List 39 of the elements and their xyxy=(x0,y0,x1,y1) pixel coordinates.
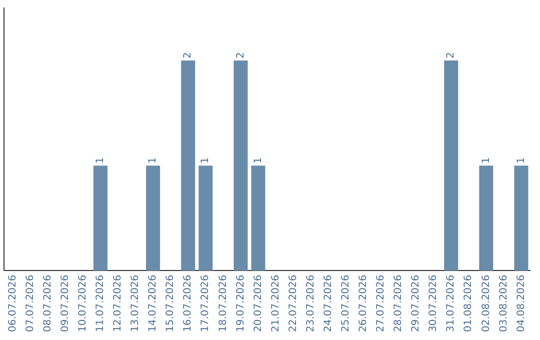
x-tick-label: 27.07.2026 xyxy=(376,274,387,332)
x-tick-label: 29.07.2026 xyxy=(410,274,422,332)
x-tick-label: 24.07.2026 xyxy=(322,274,334,332)
data-label: 1 xyxy=(480,157,492,164)
data-label: 2 xyxy=(182,52,194,59)
x-tick-label: 15.07.2026 xyxy=(165,274,176,332)
x-tick-label: 30.07.2026 xyxy=(428,274,440,332)
x-tick-label: 31.07.2026 xyxy=(446,274,457,332)
data-label: 2 xyxy=(235,52,246,59)
x-tick-label: 18.07.2026 xyxy=(218,274,229,332)
x-tick-label: 17.07.2026 xyxy=(200,274,212,332)
x-tick-label: 28.07.2026 xyxy=(393,274,404,332)
x-tick-label: 10.07.2026 xyxy=(77,274,88,332)
x-tick-label: 26.07.2026 xyxy=(358,274,370,332)
x-tick-label: 09.07.2026 xyxy=(60,274,71,332)
x-tick-label: 13.07.2026 xyxy=(130,274,142,332)
x-tick-label: 19.07.2026 xyxy=(235,274,246,332)
data-label: 1 xyxy=(148,157,159,164)
x-tick-label: 06.07.2026 xyxy=(7,274,18,332)
x-tick-label: 25.07.2026 xyxy=(340,274,352,332)
data-label: 2 xyxy=(446,52,457,59)
x-tick-label: 03.08.2026 xyxy=(498,274,510,332)
x-tick-label: 21.07.2026 xyxy=(270,274,282,332)
x-tick-label: 23.07.2026 xyxy=(305,274,316,332)
x-tick-label: 11.07.2026 xyxy=(95,274,106,332)
x-tick-label: 22.07.2026 xyxy=(288,274,299,332)
data-label: 1 xyxy=(252,157,264,164)
x-tick-label: 20.07.2026 xyxy=(252,274,264,332)
x-tick-label: 12.07.2026 xyxy=(112,274,124,332)
data-label: 1 xyxy=(516,157,527,164)
x-tick-label: 01.08.2026 xyxy=(463,274,474,332)
x-tick-label: 08.07.2026 xyxy=(42,274,54,332)
data-label: 1 xyxy=(95,157,106,164)
x-tick-label: 14.07.2026 xyxy=(148,274,159,332)
x-tick-label: 02.08.2026 xyxy=(480,274,492,332)
data-label: 1 xyxy=(200,157,212,164)
x-tick-label: 04.08.2026 xyxy=(516,274,527,332)
x-tick-label: 16.07.2026 xyxy=(182,274,194,332)
x-tick-label: 07.07.2026 xyxy=(24,274,36,332)
